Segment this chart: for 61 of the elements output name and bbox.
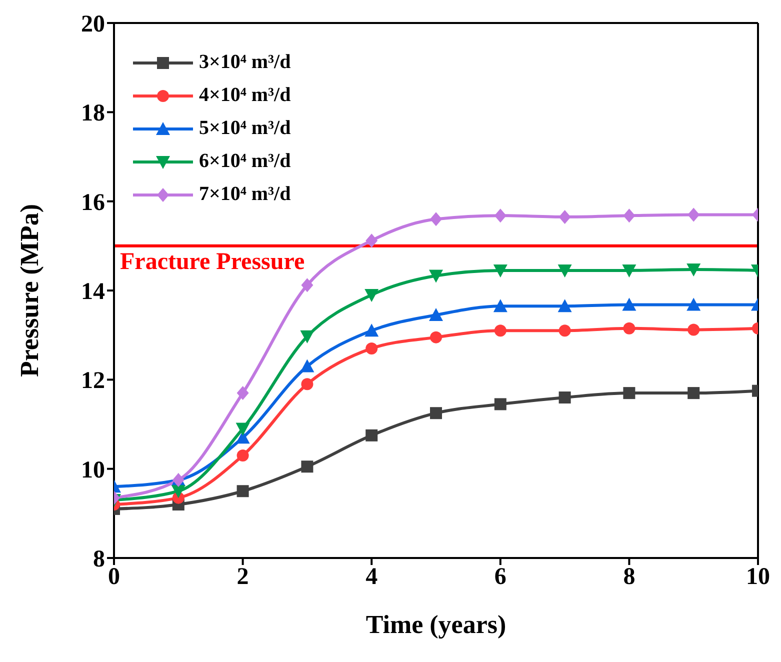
point [558,264,572,278]
y-axis-title: Pressure (MPa) [15,204,44,378]
ref-line-label: Fracture Pressure [120,248,305,275]
point [494,208,506,223]
point [300,330,314,344]
x-axis-title: Time (years) [366,610,506,639]
point [301,460,314,473]
point [686,264,701,277]
x-tick-label: 8 [623,564,636,590]
point [236,386,249,400]
point [688,324,700,336]
point [622,264,636,278]
legend-label: 7×10⁴ m³/d [199,183,291,206]
point [494,398,506,410]
point [622,298,636,311]
point [366,429,378,442]
x-tick-label: 0 [108,564,120,590]
point [301,378,314,390]
point [236,422,250,436]
y-tick-label: 16 [81,190,105,216]
point [300,359,314,372]
point [301,278,314,292]
legend-label: 4×10⁴ m³/d [199,84,291,107]
y-tick-label: 18 [81,100,105,127]
point [623,322,636,334]
point [171,485,186,498]
x-tick-label: 2 [236,564,249,590]
point [366,234,378,248]
point [623,387,636,400]
point [493,299,508,312]
point [686,298,701,311]
point [493,264,508,278]
legend-label: 3×10⁴ m³/d [199,51,291,74]
point [494,324,506,337]
point [558,392,571,404]
point [688,208,700,222]
point [688,387,700,400]
point [236,449,249,462]
y-tick-label: 12 [81,368,105,394]
y-tick-label: 8 [93,546,105,573]
point [364,324,379,337]
point [430,331,442,344]
x-tick-label: 6 [494,564,506,590]
point [430,212,442,226]
point [429,308,443,322]
y-tick-label: 10 [81,457,105,484]
point [366,342,378,354]
y-tick-label: 14 [81,279,105,306]
legend-label: 5×10⁴ m³/d [199,117,291,140]
point [558,210,571,224]
y-tick-label: 20 [81,12,105,38]
legend-label: 6×10⁴ m³/d [199,150,291,173]
point [558,299,572,312]
point [623,208,636,223]
x-tick-label: 10 [746,564,770,590]
point [558,324,571,337]
point [236,485,249,498]
point [364,288,379,302]
point [430,407,442,420]
point [429,270,443,283]
x-tick-label: 4 [366,564,378,590]
